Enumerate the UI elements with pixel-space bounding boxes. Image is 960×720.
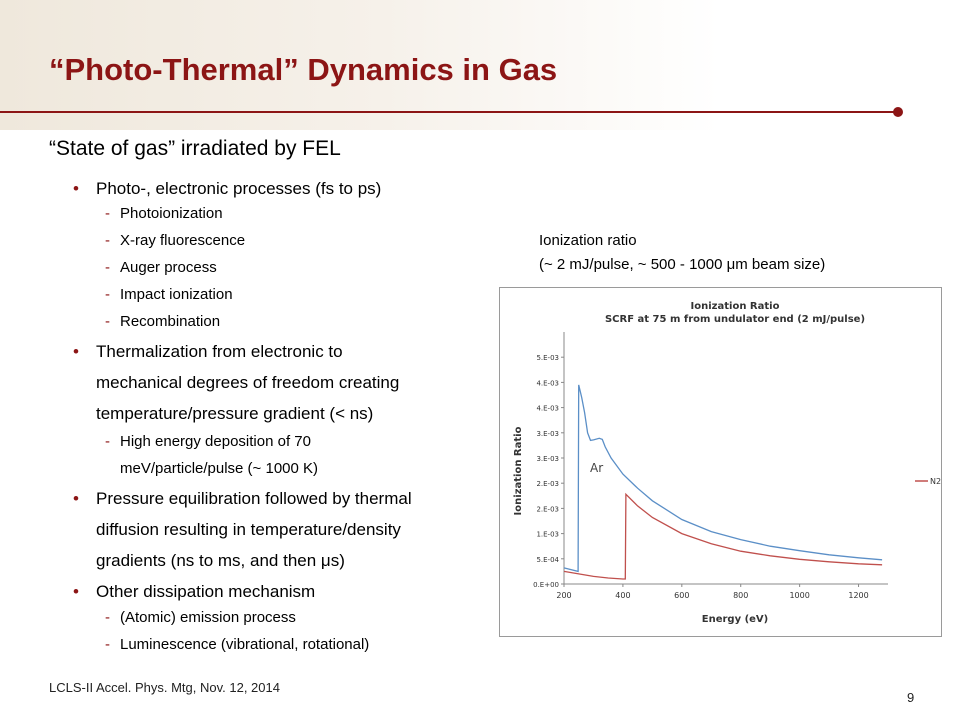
y-axis-label: Ionization Ratio <box>513 426 524 515</box>
x-tick-label: 800 <box>733 591 748 600</box>
x-tick-label: 600 <box>674 591 689 600</box>
sub-item: Impact ionization <box>105 286 233 304</box>
sub-item: Recombination <box>105 313 220 331</box>
chart-title: Ionization Ratio <box>691 301 780 312</box>
y-tick-label: 4.E-03 <box>536 405 559 413</box>
y-tick-label: 0.E+00 <box>533 581 559 589</box>
divider-dot <box>893 107 903 117</box>
bullet-thermalization-line: temperature/pressure gradient (< ns) <box>96 404 374 423</box>
sub-item-line: meV/particle/pulse (~ 1000 K) <box>120 460 319 477</box>
bullet-electronic-processes: Photo-, electronic processes (fs to ps) <box>73 177 381 200</box>
y-tick-label: 3.E-03 <box>536 430 559 438</box>
y-tick-label: 4.E-03 <box>536 379 559 387</box>
slide-title: “Photo-Thermal” Dynamics in Gas <box>49 52 558 87</box>
sub-item: High energy deposition of 70 <box>105 433 311 451</box>
y-tick-label: 1.E-03 <box>536 531 559 539</box>
bullet-dissipation: Other dissipation mechanism <box>73 580 315 603</box>
y-tick-label: 2.E-03 <box>536 505 559 513</box>
page-number: 9 <box>907 690 915 705</box>
series-n2-line <box>563 492 883 580</box>
sub-item: (Atomic) emission process <box>105 609 296 627</box>
y-tick-label: 5.E-03 <box>536 354 559 362</box>
x-tick-label: 1000 <box>789 591 809 600</box>
ionization-ratio-chart: Ionization Ratio SCRF at 75 m from undul… <box>513 301 941 625</box>
legend-label-n2: N2 <box>930 477 941 486</box>
title-band <box>0 0 960 130</box>
x-tick-label: 1200 <box>848 591 868 600</box>
x-tick-label: 200 <box>556 591 571 600</box>
y-tick-label: 5.E-04 <box>536 556 559 564</box>
chart-subtitle: SCRF at 75 m from undulator end (2 mJ/pu… <box>605 314 865 325</box>
bullet-pressure-equilibration: Pressure equilibration followed by therm… <box>73 487 412 510</box>
chart-caption: Ionization ratio <box>539 232 637 249</box>
chart-frame: Ionization Ratio SCRF at 75 m from undul… <box>499 287 942 637</box>
ar-annotation: Ar <box>590 461 603 475</box>
series-ar-line <box>563 384 883 573</box>
sub-item: Auger process <box>105 259 217 277</box>
bullet-pressure-line: diffusion resulting in temperature/densi… <box>96 520 401 539</box>
x-axis-label: Energy (eV) <box>702 614 768 625</box>
chart-caption-detail: (~ 2 mJ/pulse, ~ 500 - 1000 μm beam size… <box>539 256 826 273</box>
x-tick-label: 400 <box>615 591 630 600</box>
sub-item: Luminescence (vibrational, rotational) <box>105 636 369 654</box>
title-divider <box>0 111 898 113</box>
y-tick-label: 3.E-03 <box>536 455 559 463</box>
bullet-pressure-line: gradients (ns to ms, and then μs) <box>96 551 345 570</box>
sub-item: X-ray fluorescence <box>105 232 245 250</box>
sub-item: Photoionization <box>105 205 223 223</box>
bullet-thermalization: Thermalization from electronic to <box>73 340 343 363</box>
bullet-thermalization-line: mechanical degrees of freedom creating <box>96 373 400 392</box>
footer-text: LCLS-II Accel. Phys. Mtg, Nov. 12, 2014 <box>49 680 280 695</box>
slide-subtitle: “State of gas” irradiated by FEL <box>49 137 341 160</box>
y-tick-label: 2.E-03 <box>536 480 559 488</box>
